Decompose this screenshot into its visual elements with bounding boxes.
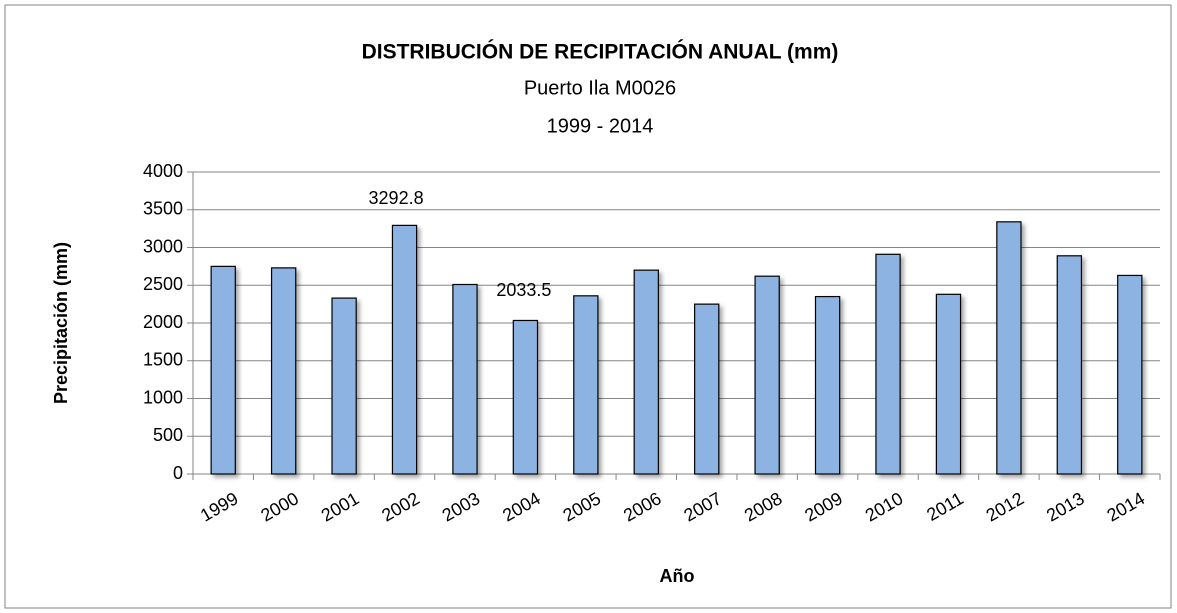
- y-axis-title: Precipitación (mm): [51, 242, 71, 404]
- y-tick-label: 3000: [143, 236, 183, 256]
- bar: [391, 224, 418, 475]
- y-tick-label: 2000: [143, 312, 183, 332]
- bar: [996, 221, 1022, 475]
- chart-subtitle: Puerto Ila M0026: [524, 77, 676, 99]
- bar: [633, 269, 659, 475]
- bar: [935, 293, 962, 475]
- chart-title: DISTRIBUCIÓN DE RECIPITACIÓN ANUAL (mm): [362, 40, 839, 64]
- y-tick-label: 1500: [143, 350, 183, 370]
- bar: [1056, 255, 1083, 475]
- x-axis-title: Año: [660, 566, 695, 586]
- bar: [331, 297, 357, 475]
- bar: [270, 267, 297, 475]
- bar: [754, 275, 780, 475]
- bar: [512, 319, 539, 475]
- chart-subtitle: 1999 - 2014: [547, 115, 654, 137]
- bar: [452, 283, 478, 475]
- y-tick-label: 500: [153, 425, 183, 445]
- y-tick-label: 1000: [143, 387, 183, 407]
- y-tick-label: 4000: [143, 161, 183, 181]
- bar: [875, 253, 901, 475]
- bar: [814, 295, 841, 475]
- y-tick-label: 3500: [143, 199, 183, 219]
- y-tick-label: 2500: [143, 274, 183, 294]
- data-label: 3292.8: [369, 188, 424, 208]
- bar: [1117, 274, 1143, 475]
- bar: [573, 295, 599, 475]
- y-tick-label: 0: [173, 463, 183, 483]
- bar: [210, 265, 236, 475]
- bar: [694, 303, 720, 475]
- data-label: 2033.5: [496, 280, 551, 300]
